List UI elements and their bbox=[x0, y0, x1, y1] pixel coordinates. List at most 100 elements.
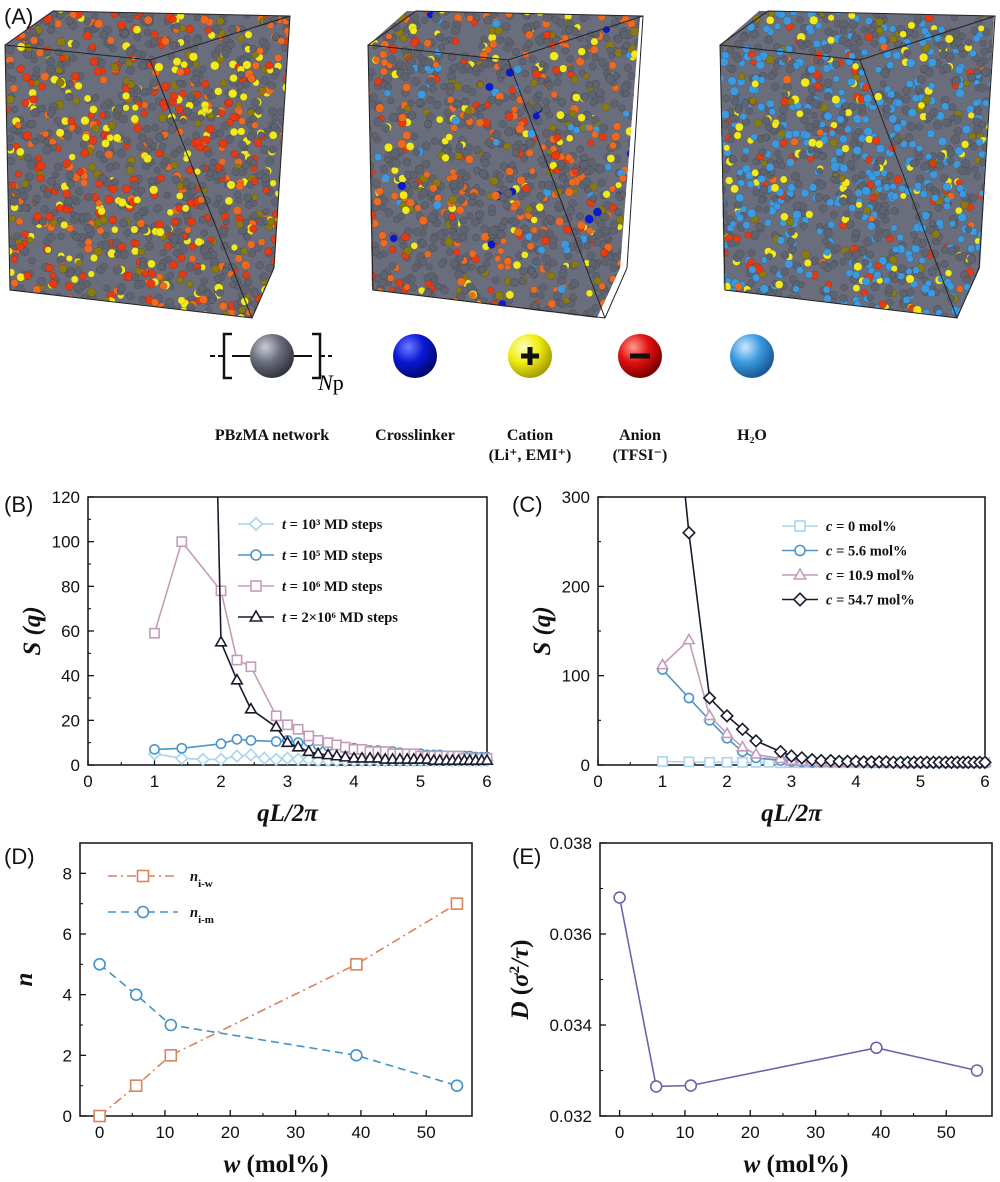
legend-label: ni-m bbox=[190, 905, 214, 926]
legend-label: c = 10.9 mol% bbox=[826, 568, 915, 584]
data-point bbox=[231, 750, 243, 762]
species-sphere-icon bbox=[730, 334, 774, 378]
legend-marker bbox=[794, 593, 807, 606]
data-point bbox=[683, 527, 695, 539]
series-2 bbox=[100, 964, 457, 1085]
data-point bbox=[215, 754, 227, 766]
x-tick-label: 5 bbox=[416, 772, 425, 791]
data-point bbox=[177, 744, 186, 753]
data-point bbox=[131, 1080, 142, 1091]
data-point bbox=[705, 758, 714, 767]
panel-label-a: (A) bbox=[4, 4, 33, 29]
x-tick-label: 20 bbox=[221, 1123, 240, 1142]
x-tick-label: 0 bbox=[615, 1123, 624, 1142]
y-tick-label: 0.038 bbox=[549, 834, 592, 853]
x-tick-label: 3 bbox=[787, 772, 796, 791]
data-point bbox=[246, 736, 255, 745]
y-tick-label: 4 bbox=[63, 986, 72, 1005]
x-tick-label: 1 bbox=[150, 772, 159, 791]
data-point bbox=[232, 655, 241, 664]
y-tick-label: 0 bbox=[71, 756, 80, 775]
simulation-snapshots bbox=[0, 1, 1000, 329]
y-tick-label: 60 bbox=[61, 622, 80, 641]
legend: ni-wni-m bbox=[108, 869, 214, 926]
data-point bbox=[304, 731, 313, 740]
series-3 bbox=[155, 542, 488, 759]
y-tick-label: 0.032 bbox=[549, 1107, 592, 1126]
data-point bbox=[245, 749, 256, 761]
legend-marker bbox=[250, 518, 263, 531]
x-tick-label: 1 bbox=[658, 772, 667, 791]
species-label: Anion bbox=[619, 427, 661, 444]
species-item-1: Np PBzMA network bbox=[210, 334, 344, 444]
y-tick-label: 8 bbox=[63, 864, 72, 883]
data-point bbox=[283, 720, 292, 729]
y-tick-label: 100 bbox=[562, 667, 590, 686]
legend-label: t = 10⁶ MD steps bbox=[282, 579, 383, 595]
species-label: Cation bbox=[507, 427, 553, 444]
species-label: PBzMA network bbox=[215, 427, 329, 444]
data-point bbox=[722, 758, 731, 767]
data-point bbox=[232, 735, 241, 744]
x-tick-label: 30 bbox=[806, 1123, 825, 1142]
plot-frame bbox=[598, 497, 985, 765]
data-point bbox=[351, 1050, 362, 1061]
x-tick-label: 30 bbox=[286, 1123, 305, 1142]
data-point bbox=[165, 1050, 176, 1061]
legend-label: c = 0 mol% bbox=[826, 519, 897, 535]
data-point bbox=[451, 898, 462, 909]
y-tick-label: 2 bbox=[63, 1046, 72, 1065]
legend-label: c = 54.7 mol% bbox=[826, 593, 915, 609]
legend-label: c = 5.6 mol% bbox=[826, 544, 908, 560]
legend-marker bbox=[138, 871, 149, 882]
x-tick-label: 50 bbox=[937, 1123, 956, 1142]
series-markers bbox=[94, 959, 462, 1091]
x-tick-label: 50 bbox=[417, 1123, 436, 1142]
panel-label-d: (D) bbox=[4, 844, 35, 869]
data-point bbox=[197, 754, 209, 766]
data-point bbox=[775, 746, 787, 758]
series-line bbox=[685, 495, 985, 762]
data-point bbox=[271, 722, 282, 731]
data-point bbox=[246, 704, 257, 713]
data-point bbox=[258, 753, 270, 765]
y-tick-label: 0 bbox=[63, 1107, 72, 1126]
legend-label: t = 10⁵ MD steps bbox=[282, 548, 383, 564]
x-tick-label: 10 bbox=[155, 1123, 174, 1142]
x-tick-label: 2 bbox=[216, 772, 225, 791]
data-point bbox=[332, 740, 341, 749]
panel-label-e: (E) bbox=[512, 844, 541, 869]
subscript-label: Np bbox=[317, 370, 344, 395]
species-sublabel: (TFSI⁻) bbox=[613, 447, 668, 464]
x-tick-label: 6 bbox=[482, 772, 491, 791]
snapshot-box-1 bbox=[0, 1, 303, 328]
data-point bbox=[282, 753, 294, 765]
data-point bbox=[150, 745, 159, 754]
y-axis-label: D (σ2/τ) bbox=[507, 940, 534, 1021]
y-axis-label: S (q) bbox=[19, 606, 46, 655]
x-tick-label: 20 bbox=[741, 1123, 760, 1142]
legend-marker bbox=[795, 521, 805, 531]
series-markers bbox=[614, 892, 982, 1092]
data-point bbox=[177, 537, 186, 546]
legend-marker bbox=[250, 611, 262, 621]
data-point bbox=[131, 989, 142, 1000]
x-tick-label: 10 bbox=[675, 1123, 694, 1142]
x-tick-label: 3 bbox=[283, 772, 292, 791]
x-tick-label: 0 bbox=[83, 772, 92, 791]
x-axis-label: qL/2π bbox=[257, 800, 319, 827]
legend-marker bbox=[795, 546, 805, 556]
species-item-4: Anion (TFSI⁻) bbox=[613, 334, 668, 464]
y-tick-label: 6 bbox=[63, 925, 72, 944]
x-tick-label: 2 bbox=[722, 772, 731, 791]
x-tick-label: 0 bbox=[95, 1123, 104, 1142]
data-point bbox=[684, 757, 693, 766]
y-tick-label: 0 bbox=[581, 756, 590, 775]
y-tick-label: 100 bbox=[52, 533, 80, 552]
species-sublabel: (Li⁺, EMI⁺) bbox=[489, 447, 572, 464]
